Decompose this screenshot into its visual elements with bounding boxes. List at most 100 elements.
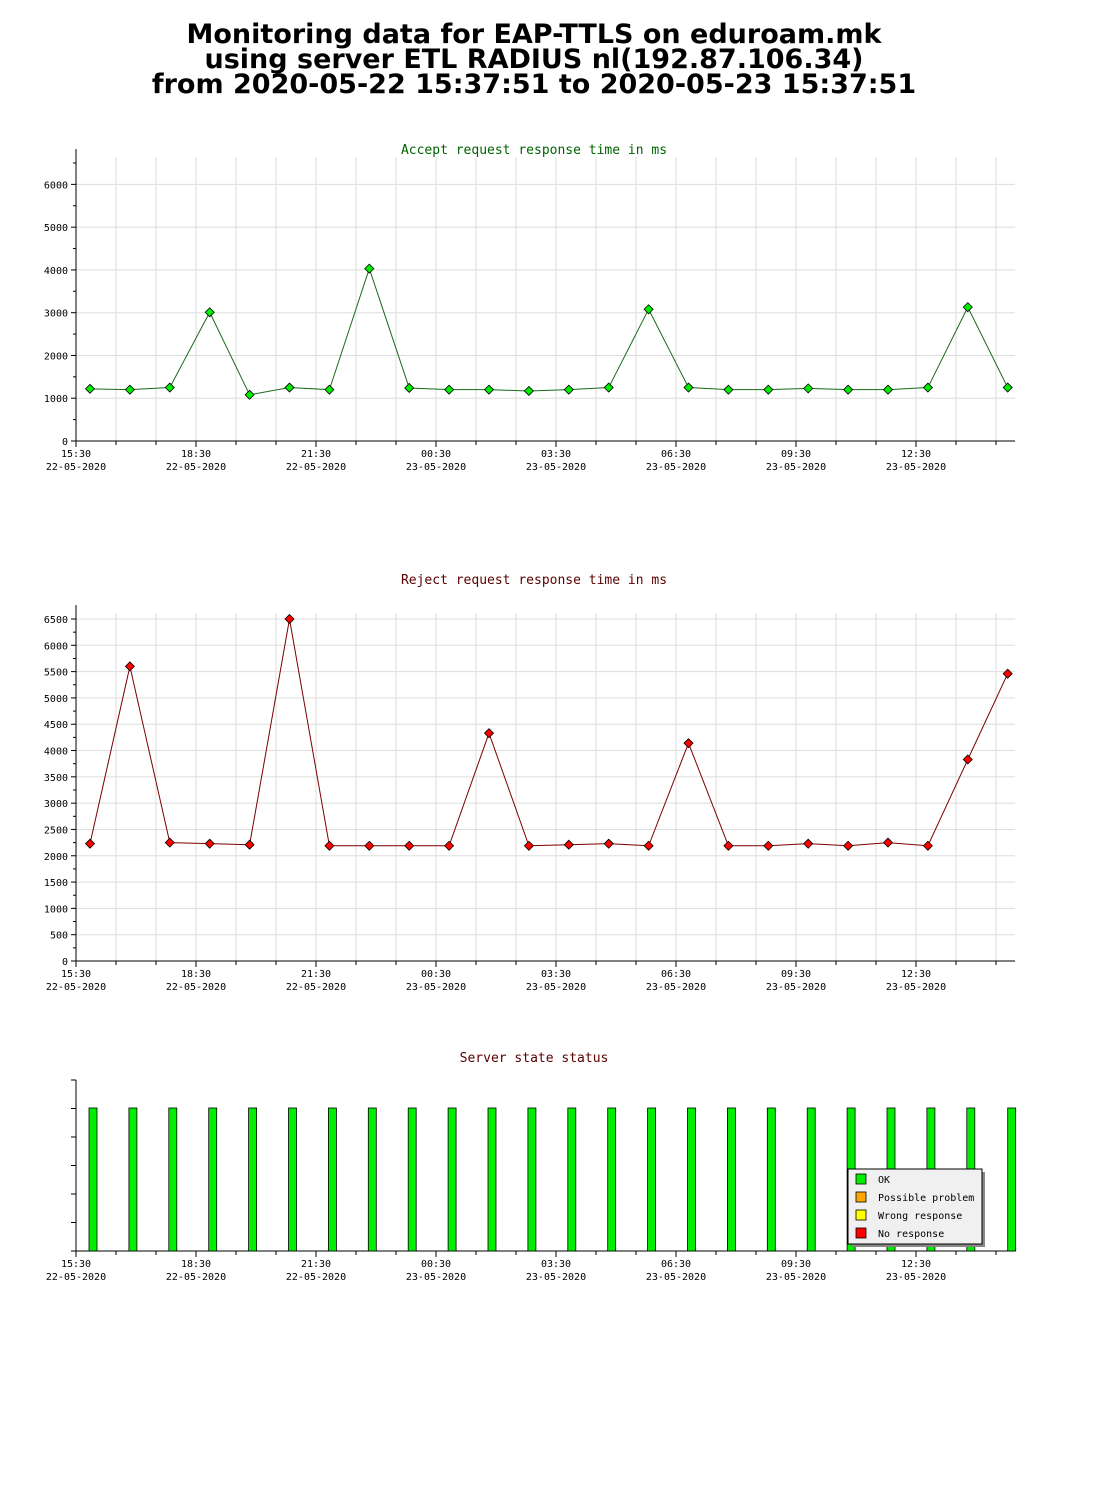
chart-1-data-point	[284, 382, 295, 393]
chart-2-data-point	[284, 613, 295, 625]
chart-1-x-tick-time: 18:30	[181, 449, 211, 460]
chart-3-x-tick-time: 06:30	[661, 1259, 691, 1270]
chart-1-x-tick-date: 23-05-2020	[646, 462, 706, 473]
chart-1-x-tick-time: 06:30	[661, 449, 691, 460]
chart-2-y-tick-label: 0	[62, 957, 68, 968]
chart-1-x-tick-date: 22-05-2020	[166, 462, 226, 473]
chart-3-x-tick-time: 18:30	[181, 1259, 211, 1270]
chart-1-x-tick-date: 22-05-2020	[286, 462, 346, 473]
chart-2-data-point	[124, 661, 135, 672]
chart-2-x-tick-date: 23-05-2020	[406, 982, 466, 993]
chart-3-status-bar	[527, 1107, 537, 1252]
chart-2-y-tick-label: 2500	[44, 825, 68, 836]
chart-3-legend-swatch	[855, 1191, 867, 1203]
chart-1-data-point	[803, 383, 814, 394]
chart-1-x-tick-date: 23-05-2020	[526, 462, 586, 473]
chart-1: Accept request response time in ms 0 1000 2…	[44, 143, 1015, 473]
chart-1-data-point	[523, 385, 534, 397]
chart-1-y-tick-label: 2000	[44, 351, 68, 362]
chart-2-y-tick-label: 6000	[44, 641, 68, 652]
chart-2-x-tick-time: 21:30	[301, 969, 331, 980]
chart-2-y-tick-label: 3000	[44, 799, 68, 810]
chart-2-y-tick-label: 4500	[44, 720, 68, 731]
chart-1-x-tick-time: 00:30	[421, 449, 451, 460]
chart-2-y-tick-label: 1000	[44, 904, 68, 915]
chart-1-data-point	[563, 384, 574, 395]
chart-3-x-tick-date: 23-05-2020	[526, 1272, 586, 1283]
chart-1-data-point	[483, 384, 495, 395]
chart-2-data-point	[164, 837, 175, 848]
chart-3-legend-swatch	[855, 1173, 867, 1185]
chart-3-x-tick-date: 22-05-2020	[46, 1272, 106, 1283]
chart-1-data-point	[643, 304, 654, 315]
chart-2-title: Reject request response time in ms	[401, 573, 667, 588]
chart-2-data-point	[404, 840, 415, 851]
chart-1-x-tick-time: 03:30	[541, 449, 571, 460]
chart-2-data-point	[683, 738, 694, 749]
chart-2-y-tick-label: 2000	[44, 852, 68, 863]
chart-1-x-tick-date: 23-05-2020	[766, 462, 826, 473]
chart-1-data-point	[244, 389, 255, 400]
chart-2-data-point	[324, 840, 335, 851]
chart-2-data-point	[204, 838, 215, 849]
chart-2-data-point	[723, 840, 734, 851]
chart-2-x-tick-time: 15:30	[61, 969, 91, 980]
chart-3-legend-label: No response	[878, 1229, 944, 1240]
chart-1-x-tick-time: 12:30	[901, 449, 931, 460]
chart-1-data-point	[763, 384, 774, 395]
chart-2-x-tick-date: 23-05-2020	[646, 982, 706, 993]
chart-1-data-point	[164, 382, 175, 393]
chart-2-y-tick-label: 6500	[44, 615, 68, 626]
chart-3-title: Server state status	[460, 1051, 609, 1066]
chart-1-data-point	[882, 384, 894, 395]
chart-1-y-tick-label: 4000	[44, 266, 68, 277]
chart-2-data-point	[882, 837, 894, 848]
chart-3-x-tick-time: 21:30	[301, 1259, 331, 1270]
chart-1-data-point	[962, 302, 973, 313]
chart-3: Server state status 15:30 22-05-2020 18:30 2…	[46, 1051, 1017, 1283]
chart-3-status-bar	[447, 1107, 457, 1252]
chart-3-status-bar	[168, 1107, 178, 1252]
chart-2-x-tick-date: 23-05-2020	[886, 982, 946, 993]
chart-1-x-tick-time: 15:30	[61, 449, 91, 460]
chart-1-title: Accept request response time in ms	[401, 143, 667, 158]
chart-2: Reject request response time in ms 0 500 10…	[44, 573, 1015, 993]
chart-3-status-bar	[128, 1107, 138, 1252]
chart-3-legend	[847, 1168, 983, 1245]
chart-3-legend-label: Possible problem	[878, 1193, 974, 1204]
chart-2-x-tick-date: 22-05-2020	[286, 982, 346, 993]
chart-1-data-point	[204, 307, 215, 318]
chart-2-data-point	[922, 840, 933, 851]
chart-2-x-tick-time: 12:30	[901, 969, 931, 980]
chart-1-x-tick-date: 23-05-2020	[406, 462, 466, 473]
chart-2-y-tick-label: 5000	[44, 694, 68, 705]
chart-1-x-tick-date: 22-05-2020	[46, 462, 106, 473]
chart-2-x-tick-time: 06:30	[661, 969, 691, 980]
chart-1-data-point	[444, 384, 455, 395]
chart-2-x-tick-date: 23-05-2020	[766, 982, 826, 993]
chart-3-status-bar	[88, 1107, 98, 1252]
chart-2-y-tick-label: 4000	[44, 747, 68, 758]
chart-2-y-tick-label: 3500	[44, 773, 68, 784]
chart-2-data-point	[523, 840, 534, 851]
chart-1-data-point	[324, 384, 335, 395]
chart-3-x-tick-date: 22-05-2020	[286, 1272, 346, 1283]
chart-3-status-bar	[487, 1107, 497, 1252]
chart-3-legend-swatch	[855, 1227, 867, 1239]
chart-3-x-tick-time: 03:30	[541, 1259, 571, 1270]
chart-2-x-tick-time: 00:30	[421, 969, 451, 980]
page-title-line-1: Monitoring data for EAP-TTLS on eduroam.…	[186, 19, 882, 50]
chart-2-data-point	[803, 838, 814, 849]
chart-3-legend-swatch	[855, 1209, 867, 1221]
chart-1-data-point	[364, 263, 375, 274]
chart-2-data-point	[1002, 668, 1013, 679]
chart-3-x-tick-time: 09:30	[781, 1259, 811, 1270]
chart-2-data-point	[84, 838, 96, 849]
chart-2-data-point	[843, 840, 854, 851]
chart-1-data-point	[404, 382, 415, 394]
chart-2-data-point	[444, 840, 455, 851]
chart-2-data-point	[643, 840, 654, 851]
chart-3-x-tick-date: 22-05-2020	[166, 1272, 226, 1283]
chart-1-x-tick-time: 09:30	[781, 449, 811, 460]
